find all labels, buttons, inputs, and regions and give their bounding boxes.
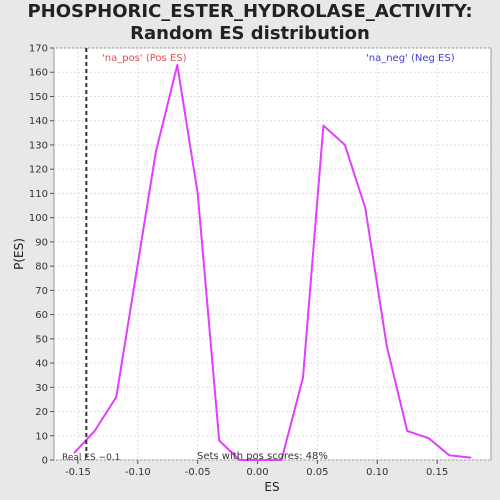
x-axis-label: ES: [264, 480, 279, 494]
data-point: [386, 345, 388, 347]
y-tick-label: 10: [35, 431, 48, 442]
data-point: [427, 437, 430, 439]
y-tick-label: 60: [35, 310, 48, 321]
y-tick-label: 90: [35, 237, 48, 248]
y-tick-label: 100: [29, 213, 48, 224]
y-tick-label: 20: [35, 407, 48, 418]
x-tick-label: -0.10: [125, 467, 151, 478]
neg-annotation: 'na_neg' (Neg ES): [366, 53, 455, 64]
data-point: [344, 144, 346, 146]
data-point: [196, 192, 199, 195]
data-point: [176, 64, 179, 66]
data-point: [93, 430, 96, 432]
data-point: [115, 396, 118, 398]
x-tick-label: -0.15: [65, 467, 91, 478]
data-point: [73, 451, 76, 454]
data-point: [154, 151, 157, 154]
footer-annotation: Sets with pos scores: 48%: [197, 451, 328, 462]
y-tick-label: 80: [35, 262, 48, 273]
data-point: [448, 454, 450, 456]
data-point: [218, 439, 221, 442]
y-tick-label: 140: [29, 116, 48, 127]
grid: [54, 47, 491, 461]
data-point: [260, 459, 262, 461]
y-tick-label: 70: [35, 286, 48, 297]
y-tick-label: 50: [35, 334, 48, 345]
y-tick-label: 170: [29, 44, 48, 55]
x-tick-label: -0.05: [185, 467, 211, 478]
y-tick-label: 40: [35, 359, 48, 370]
data-point: [280, 459, 283, 461]
real-es-label: Real ES −0.1: [62, 453, 120, 463]
data-point: [469, 456, 472, 459]
x-tick-label: 0.10: [366, 467, 388, 478]
series-group: [73, 64, 472, 461]
y-tick-label: 110: [29, 189, 48, 200]
y-axis-label: P(ES): [12, 238, 26, 270]
pos-annotation: 'na_pos' (Pos ES): [102, 53, 187, 64]
data-point: [406, 430, 408, 432]
data-point: [302, 376, 304, 379]
y-tick-label: 160: [29, 68, 48, 79]
data-point: [238, 459, 241, 461]
y-tick-label: 0: [42, 456, 48, 467]
x-tick-label: 0.15: [426, 467, 448, 478]
x-tick-label: 0.05: [306, 467, 328, 478]
chart-title: PHOSPHORIC_ESTER_HYDROLASE_ACTIVITY: Ran…: [27, 1, 473, 44]
y-tick-label: 150: [29, 92, 48, 103]
y-tick-label: 130: [29, 140, 48, 151]
data-point: [364, 207, 367, 209]
plot-area: [53, 47, 492, 461]
axes: 0 10 20 30 40 50 60 70 80 90 100 110 120 130 140 150 160…: [29, 44, 448, 479]
data-point: [322, 124, 325, 127]
x-tick-label: 0.00: [246, 467, 268, 478]
y-tick-label: 30: [35, 383, 48, 394]
y-tick-label: 120: [29, 165, 48, 176]
